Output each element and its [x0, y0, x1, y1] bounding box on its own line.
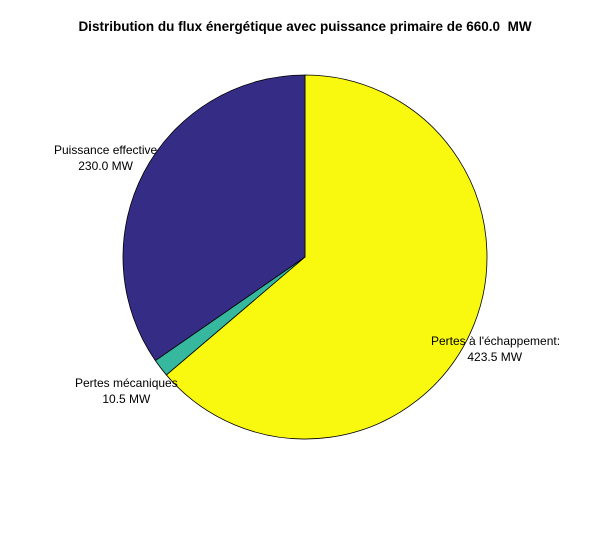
slice-label-mechanical-losses: Pertes mécaniques 10.5 MW	[75, 375, 178, 407]
slice-value: 423.5 MW	[467, 350, 523, 364]
slice-name: Pertes à l'échappement:	[431, 334, 561, 348]
slice-effective-power	[122, 74, 306, 362]
slice-exhaust-losses	[165, 74, 488, 440]
slice-label-exhaust-losses: Pertes à l'échappement: 423.5 MW	[431, 333, 560, 365]
slice-name: Pertes mécaniques	[75, 376, 178, 390]
slice-label-effective-power: Puissance effective 230.0 MW	[54, 142, 157, 174]
chart-title: Distribution du flux énergétique avec pu…	[78, 19, 532, 34]
slice-name: Puissance effective	[54, 143, 158, 157]
slice-value: 10.5 MW	[102, 392, 151, 406]
slice-value: 230.0 MW	[78, 159, 133, 173]
